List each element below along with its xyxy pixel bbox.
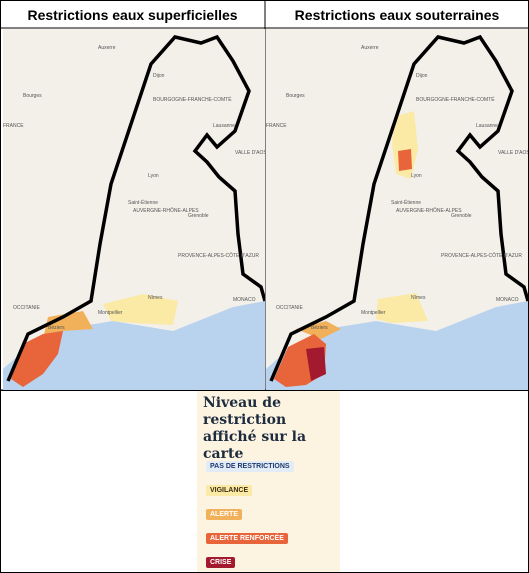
map-label: Saint-Étienne [391,199,421,206]
map-label: VALLE D'AOSTA [498,150,529,156]
map-label: Bourges [286,93,305,99]
map-label: OCCITANIE [13,305,41,311]
map-label: Nîmes [148,295,163,301]
map-label: Montpellier [361,310,386,316]
map-label: MONACO [233,297,256,303]
map-label: Dijon [416,73,428,79]
legend-item: PAS DE RESTRICTIONS [206,461,294,472]
map-label: OCCITANIE [276,305,304,311]
map-label: VALLE D'AOSTA [235,150,273,156]
legend-item: CRISE [206,557,236,568]
map-label: MONACO [496,297,519,303]
map-label: Nîmes [411,295,426,301]
map-label: PROVENCE-ALPES-CÔTE D'AZUR [178,252,259,259]
map-label: Dijon [153,73,165,79]
map-label: AUVERGNE-RHÔNE-ALPES [396,207,462,214]
map-label: FRANCE [266,123,287,129]
map-label: Lausanne [213,123,235,129]
map-label: BOURGOGNE-FRANCHE-COMTÉ [153,96,232,103]
legend-item: VIGILANCE [206,485,253,496]
map-label: Béziers [48,325,65,331]
map: Auxerre Dijon Bourges BOURGOGNE-FRANCHE-COM… [266,29,529,391]
map-label: Lausanne [476,123,498,129]
map-label: Béziers [311,325,328,331]
panel-title: Restrictions eaux souterraines [294,7,500,23]
panel-title: Restrictions eaux superficielles [27,7,238,23]
map-label: PROVENCE-ALPES-CÔTE D'AZUR [441,252,522,259]
map: Auxerre Dijon Bourges BOURGOGNE-FRANCHE-COM… [3,29,273,391]
map-label: Bourges [23,93,42,99]
legend: Niveau de restriction affiché sur la car… [197,391,340,572]
map-label: FRANCE [3,123,24,129]
legend-item: ALERTE RENFORCÉE [206,533,288,544]
map-label: Grenoble [451,213,472,219]
map-label: Auxerre [98,45,116,51]
map-label: BOURGOGNE-FRANCHE-COMTÉ [416,96,495,103]
legend-title: Niveau de restriction affiché sur la car… [203,395,307,462]
map-label: Montpellier [98,310,123,316]
map-label: Lyon [148,173,159,179]
map-label: Saint-Étienne [128,199,158,206]
map-label: Lyon [411,173,422,179]
legend-item: ALERTE [206,509,242,520]
map-label: AUVERGNE-RHÔNE-ALPES [133,207,199,214]
map-label: Grenoble [188,213,209,219]
map-label: Auxerre [361,45,379,51]
